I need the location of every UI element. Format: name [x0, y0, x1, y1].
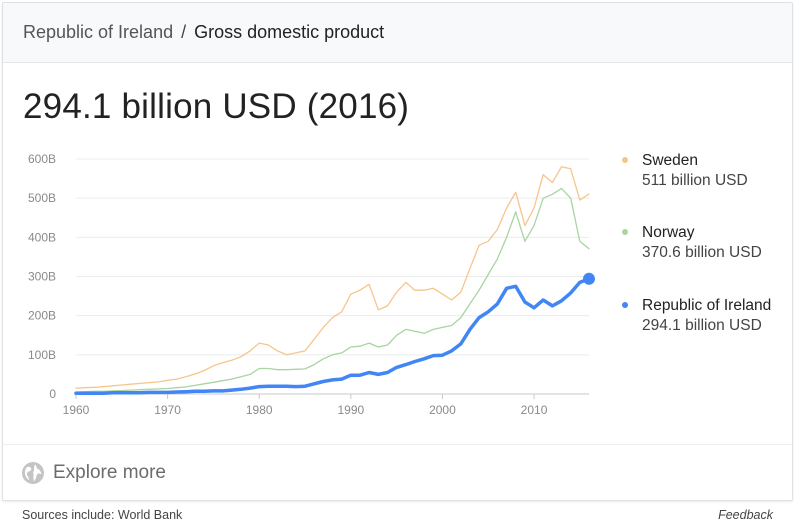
y-tick-label: 400B [28, 230, 56, 244]
sources-text: Sources include: World Bank [22, 508, 183, 522]
legend-value-norway: 370.6 billion USD [642, 244, 762, 261]
legend-name-ireland: Republic of Ireland [642, 297, 772, 314]
legend-name-sweden: Sweden [642, 152, 699, 169]
y-tick-label: 200B [28, 309, 56, 323]
y-tick-label: 600B [28, 152, 56, 166]
y-tick-label: 500B [28, 191, 56, 205]
x-tick-label: 1960 [63, 403, 90, 417]
y-tick-label: 300B [28, 270, 56, 284]
legend-dot-ireland [622, 302, 628, 308]
y-tick-label: 0 [49, 387, 56, 401]
x-tick-label: 2000 [429, 403, 456, 417]
legend-name-norway: Norway [642, 224, 695, 241]
headline-value: 294.1 billion USD (2016) [23, 87, 410, 126]
breadcrumb-separator: / [181, 22, 187, 42]
breadcrumb-country-link[interactable]: Republic of Ireland [23, 22, 174, 42]
x-tick-label: 1990 [337, 403, 364, 417]
series-line-norway [75, 187, 590, 393]
legend-dot-norway [622, 229, 628, 235]
y-tick-label: 100B [28, 348, 56, 362]
legend-value-ireland: 294.1 billion USD [642, 317, 762, 334]
ireland-latest-point [583, 272, 595, 285]
card-header: Republic of Ireland / Gross domestic pro… [3, 3, 792, 63]
feedback-link[interactable]: Feedback [718, 508, 773, 522]
series-line-sweden [75, 166, 590, 389]
legend-dot-sweden [622, 157, 628, 163]
gdp-line-chart: 0 100B 200B 300B 400B 500B 600B 1960 1970 1980 199… [28, 152, 595, 417]
explore-more-label: Explore more [53, 462, 166, 483]
series-line-republic-of-ireland [74, 277, 591, 395]
x-tick-label: 1980 [246, 403, 273, 417]
x-tick-label: 1970 [154, 403, 181, 417]
breadcrumb-current: Gross domestic product [194, 22, 385, 42]
globe-icon [22, 462, 44, 484]
footer-divider [3, 444, 792, 445]
explore-more-button[interactable]: Explore more [21, 461, 166, 485]
knowledge-card: Republic of Ireland / Gross domestic pro… [2, 2, 793, 501]
legend-value-sweden: 511 billion USD [642, 172, 748, 189]
x-tick-label: 2010 [521, 403, 548, 417]
